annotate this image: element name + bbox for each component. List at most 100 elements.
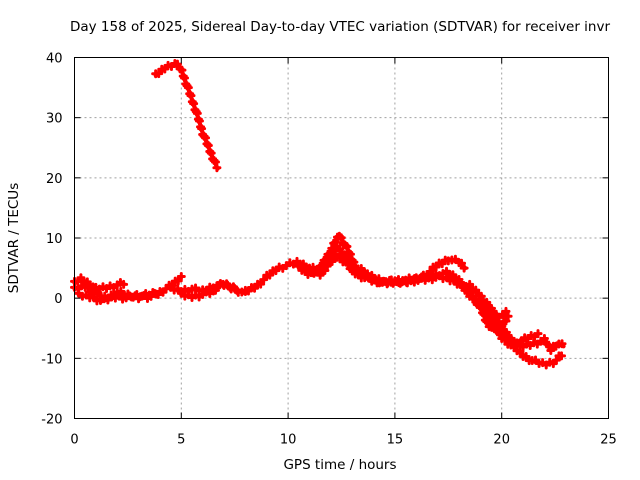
series-arc-9 (304, 252, 513, 336)
data-point (335, 252, 345, 262)
data-point (228, 282, 238, 292)
data-point (515, 347, 525, 357)
data-point (203, 141, 213, 151)
data-point (294, 261, 304, 271)
data-point (298, 259, 308, 269)
data-point (212, 163, 222, 173)
data-point (206, 148, 216, 158)
data-point (210, 157, 220, 167)
x-tick-label: 10 (280, 433, 297, 448)
data-point (482, 297, 492, 307)
data-point (363, 272, 373, 282)
data-point (256, 279, 266, 289)
data-point (557, 339, 567, 349)
data-point (336, 233, 346, 243)
data-point (88, 292, 98, 302)
data-point (486, 303, 496, 313)
x-tick-label: 0 (70, 433, 78, 448)
data-point (173, 276, 183, 286)
data-point (116, 286, 126, 296)
data-point (482, 317, 492, 327)
data-point (83, 283, 93, 293)
y-tick-label: 30 (46, 112, 63, 127)
data-point (119, 279, 129, 289)
y-axis-label: SDTVAR / TECUs (6, 183, 22, 293)
data-point (343, 258, 353, 268)
series-arc-11 (497, 327, 543, 349)
y-tick-label: 0 (54, 292, 62, 307)
series-arc-12 (482, 297, 511, 322)
data-point (501, 306, 511, 316)
data-point (457, 258, 467, 268)
data-point (479, 309, 489, 319)
data-point (347, 265, 357, 275)
x-tick-label: 15 (387, 433, 404, 448)
data-point (349, 257, 359, 267)
y-tick-label: -10 (41, 352, 62, 367)
data-point (76, 273, 86, 283)
ticks: 0 5 10 15 20 25 -20 -10 0 10 20 30 40 (41, 52, 617, 448)
data-point (450, 254, 460, 264)
data-point (531, 355, 541, 365)
data-point (342, 242, 352, 252)
x-tick-label: 25 (600, 433, 617, 448)
data-point (315, 270, 325, 280)
data-point (304, 264, 314, 274)
x-tick-label: 20 (493, 433, 510, 448)
data-point (476, 302, 486, 312)
y-tick-label: 10 (46, 232, 63, 247)
data-point (222, 279, 232, 289)
y-tick-label: 40 (46, 52, 63, 67)
x-tick-label: 5 (177, 433, 185, 448)
data-point (503, 311, 513, 321)
data-point (459, 263, 469, 273)
data-point (501, 316, 511, 326)
data-point (320, 266, 330, 276)
data-point (201, 133, 211, 143)
data-point (331, 237, 341, 247)
data-point (476, 291, 486, 301)
data-point (353, 269, 363, 279)
series-arc-3 (74, 288, 163, 306)
data-point (180, 73, 190, 83)
data-point (465, 279, 475, 289)
data-point (471, 285, 481, 295)
data-point (176, 272, 186, 282)
chart-title: Day 158 of 2025, Sidereal Day-to-day VTE… (70, 19, 610, 35)
data-point (345, 249, 355, 259)
series-arc-7 (240, 243, 567, 370)
data-point (557, 351, 567, 361)
data-point (335, 244, 345, 254)
data-point (533, 329, 543, 339)
data-point (177, 65, 187, 75)
data-point (322, 261, 332, 271)
series-arc-6 (176, 279, 242, 303)
data-point (448, 270, 458, 280)
data-point (93, 287, 103, 297)
data-point (183, 83, 193, 93)
data-point (503, 333, 513, 343)
data-point (470, 294, 480, 304)
data-point (356, 264, 366, 274)
data-point (210, 285, 220, 295)
data-point (232, 285, 242, 295)
data-point (497, 327, 507, 337)
series-arc-4 (151, 59, 222, 173)
data-point (153, 290, 163, 300)
data-point (454, 275, 464, 285)
data-point (521, 351, 531, 361)
data-point (154, 69, 164, 79)
x-axis-label: GPS time / hours (283, 457, 396, 473)
series-layer (70, 59, 567, 370)
data-point (189, 99, 199, 109)
data-point (259, 275, 269, 285)
y-tick-label: 20 (46, 172, 63, 187)
y-tick-label: -20 (41, 413, 62, 428)
data-point (186, 91, 196, 101)
data-point (325, 248, 335, 258)
data-point (172, 59, 182, 69)
data-point (539, 333, 549, 343)
data-point (265, 270, 275, 280)
data-point (327, 243, 337, 253)
